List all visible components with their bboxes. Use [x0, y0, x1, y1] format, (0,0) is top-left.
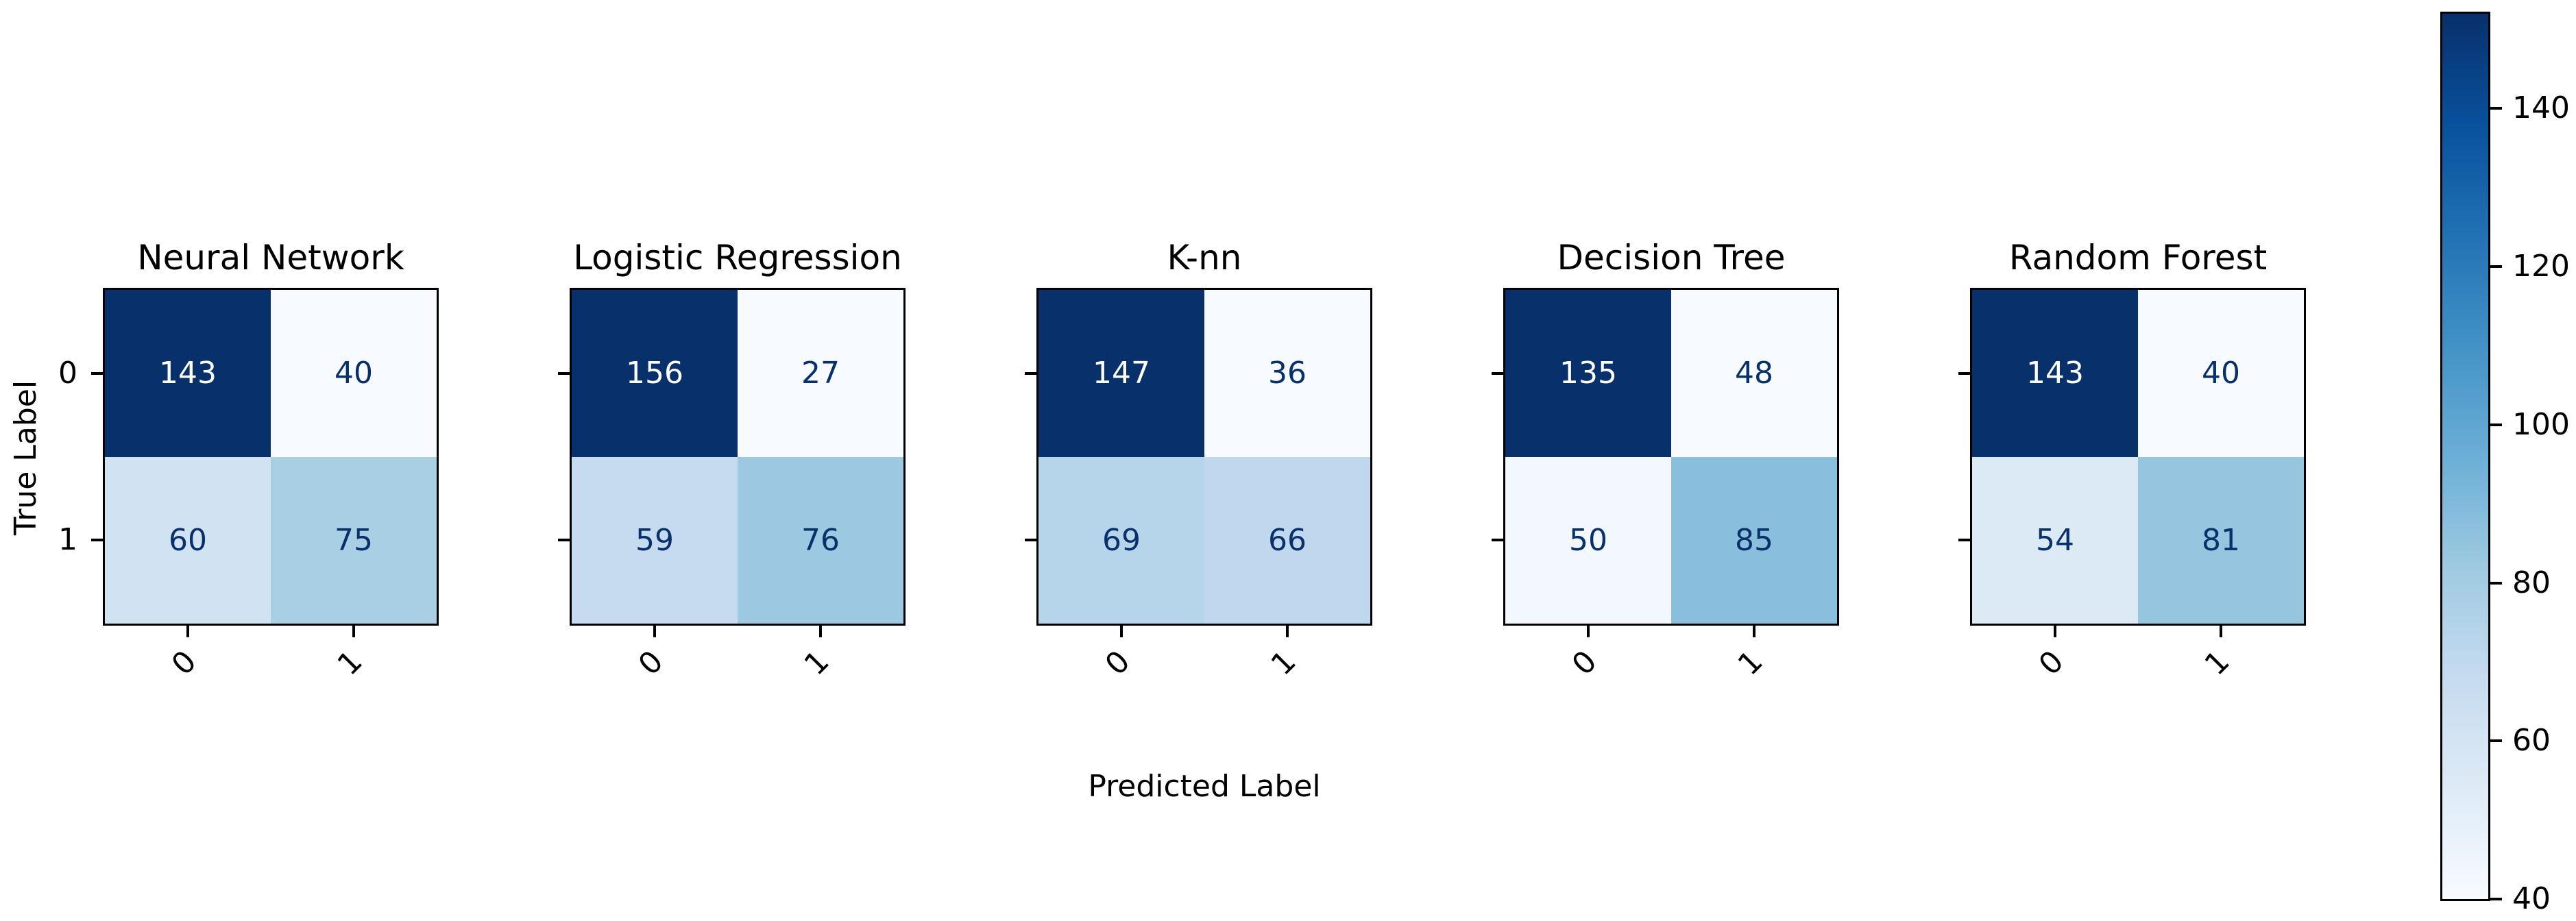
y-tick-mark [1958, 372, 1970, 375]
matrix-cell: 59 [572, 456, 738, 624]
matrix-cell: 40 [271, 290, 437, 457]
matrix-cell: 85 [1671, 456, 1837, 624]
colorbar-tick-mark [2490, 581, 2502, 585]
matrix-cell: 143 [1972, 290, 2138, 457]
colorbar-tick-label: 60 [2512, 723, 2551, 759]
x-tick-mark [819, 626, 822, 637]
x-tick-label: 1 [330, 643, 369, 683]
matrix-cell: 27 [738, 290, 903, 457]
matrix-cell: 69 [1038, 456, 1204, 624]
x-tick-mark [1286, 626, 1289, 637]
matrix-cell: 66 [1204, 456, 1370, 624]
x-axis-label: Predicted Label [1088, 769, 1321, 804]
matrix-cell: 60 [105, 456, 271, 624]
x-tick-mark [2054, 626, 2056, 637]
x-tick-mark [1120, 626, 1123, 637]
subplot-title: Decision Tree [1557, 238, 1786, 278]
colorbar-tick-label: 40 [2512, 881, 2551, 916]
colorbar-tick-mark [2490, 265, 2502, 269]
y-tick-mark [1025, 372, 1036, 375]
subplot-logistic-regression: Logistic Regression 156 27 59 76 0 1 [558, 238, 906, 683]
matrix-cell: 48 [1671, 290, 1837, 457]
y-tick-mark [1025, 539, 1036, 541]
colorbar-tick-label: 80 [2512, 565, 2551, 600]
heatmap-matrix: 135 48 50 85 [1505, 290, 1837, 624]
y-tick-mark [1958, 539, 1970, 541]
y-tick-mark [91, 372, 103, 375]
colorbar-tick-mark [2490, 739, 2502, 743]
subplot-decision-tree: Decision Tree 135 48 50 85 0 1 [1492, 238, 1839, 683]
colorbar-tick-mark [2490, 423, 2502, 426]
x-tick-label: 1 [1731, 643, 1770, 683]
subplot-title: Logistic Regression [573, 238, 902, 278]
heatmap-matrix: 147 36 69 66 [1038, 290, 1370, 624]
colorbar-tick-mark [2490, 898, 2502, 900]
matrix-cell: 81 [2138, 456, 2304, 624]
matrix-cell: 76 [738, 456, 903, 624]
heatmap-matrix: 143 40 60 75 [105, 290, 437, 624]
colorbar-tick-label: 140 [2512, 90, 2570, 126]
matrix-cell: 50 [1505, 456, 1671, 624]
colorbar-gradient [2442, 14, 2488, 899]
subplot-neural-network: Neural Network 143 40 60 75 0 1 0 1 [58, 238, 439, 683]
y-tick-mark [1492, 539, 1503, 541]
y-tick-mark [91, 539, 103, 541]
x-tick-label: 0 [165, 643, 204, 683]
matrix-cell: 147 [1038, 290, 1204, 457]
y-tick-mark [558, 372, 570, 375]
matrix-cell: 143 [105, 290, 271, 457]
colorbar-tick-mark [2490, 107, 2502, 110]
y-tick-label: 0 [58, 356, 77, 391]
x-tick-label: 1 [2198, 643, 2237, 683]
x-tick-label: 1 [797, 643, 836, 683]
matrix-cell: 40 [2138, 290, 2304, 457]
y-tick-label: 1 [58, 522, 77, 557]
heatmap-matrix: 156 27 59 76 [572, 290, 903, 624]
subplot-random-forest: Random Forest 143 40 54 81 0 1 [1958, 238, 2306, 683]
y-tick-mark [1492, 372, 1503, 375]
y-tick-mark [558, 539, 570, 541]
x-tick-label: 1 [1264, 643, 1303, 683]
x-tick-mark [2220, 626, 2222, 637]
subplot-title: K-nn [1167, 238, 1242, 278]
x-tick-mark [1587, 626, 1590, 637]
subplot-title: Neural Network [137, 238, 404, 278]
x-tick-mark [352, 626, 355, 637]
subplot-knn: K-nn 147 36 69 66 0 1 [1025, 238, 1372, 683]
x-tick-mark [186, 626, 189, 637]
matrix-cell: 135 [1505, 290, 1671, 457]
x-tick-label: 0 [1565, 643, 1604, 683]
matrix-cell: 54 [1972, 456, 2138, 624]
matrix-cell: 75 [271, 456, 437, 624]
x-tick-label: 0 [1098, 643, 1137, 683]
matrix-cell: 36 [1204, 290, 1370, 457]
colorbar-tick-label: 100 [2512, 406, 2570, 442]
x-tick-mark [653, 626, 656, 637]
colorbar-tick-label: 120 [2512, 249, 2570, 284]
x-tick-label: 0 [2032, 643, 2071, 683]
colorbar: 40 60 80 100 120 140 [2440, 12, 2570, 914]
x-tick-mark [1753, 626, 1755, 637]
heatmap-matrix: 143 40 54 81 [1972, 290, 2304, 624]
matrix-cell: 156 [572, 290, 738, 457]
subplot-title: Random Forest [2008, 238, 2268, 278]
x-tick-label: 0 [631, 643, 670, 683]
